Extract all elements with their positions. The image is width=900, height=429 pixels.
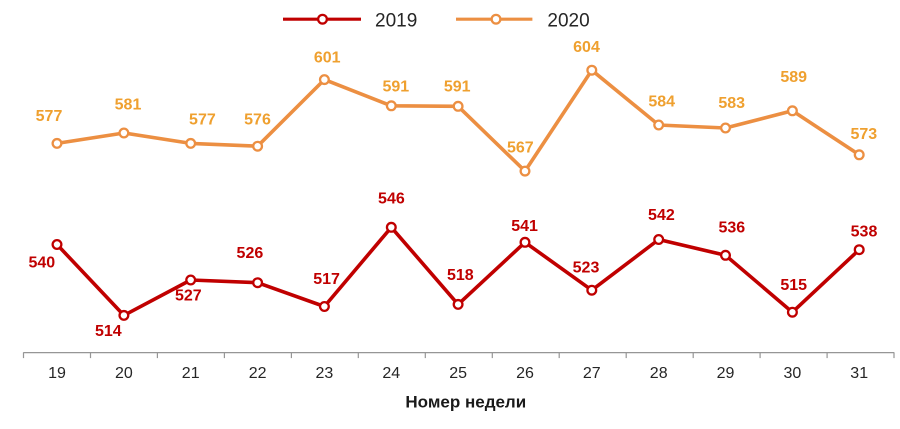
svg-text:30: 30 [784, 365, 802, 382]
svg-text:25: 25 [449, 365, 467, 382]
svg-text:24: 24 [382, 365, 400, 382]
svg-text:523: 523 [573, 260, 600, 277]
svg-text:527: 527 [175, 287, 202, 304]
svg-text:577: 577 [189, 112, 216, 129]
svg-text:573: 573 [850, 126, 877, 143]
svg-text:546: 546 [378, 191, 405, 208]
svg-text:Номер недели: Номер недели [405, 393, 526, 412]
svg-text:536: 536 [718, 219, 745, 236]
svg-text:583: 583 [718, 95, 745, 112]
svg-text:591: 591 [444, 79, 471, 96]
svg-text:591: 591 [382, 79, 409, 96]
svg-text:2020: 2020 [547, 10, 589, 31]
svg-text:27: 27 [583, 365, 601, 382]
svg-text:29: 29 [717, 365, 735, 382]
svg-text:518: 518 [447, 267, 474, 284]
svg-text:526: 526 [237, 245, 264, 262]
svg-text:542: 542 [648, 207, 675, 224]
svg-text:517: 517 [313, 271, 340, 288]
svg-text:538: 538 [851, 224, 878, 241]
svg-text:601: 601 [314, 50, 341, 67]
svg-text:577: 577 [36, 108, 63, 125]
svg-text:567: 567 [507, 139, 534, 156]
svg-text:31: 31 [850, 365, 868, 382]
svg-text:28: 28 [650, 365, 668, 382]
svg-text:22: 22 [249, 365, 267, 382]
svg-text:19: 19 [48, 365, 66, 382]
svg-text:576: 576 [244, 112, 271, 129]
svg-text:23: 23 [316, 365, 334, 382]
svg-text:604: 604 [573, 39, 600, 56]
svg-text:514: 514 [95, 323, 122, 340]
svg-text:515: 515 [780, 277, 807, 294]
svg-text:21: 21 [182, 365, 200, 382]
svg-text:589: 589 [780, 69, 807, 86]
svg-text:20: 20 [115, 365, 133, 382]
svg-text:584: 584 [648, 94, 675, 111]
svg-text:540: 540 [28, 255, 55, 272]
svg-text:581: 581 [115, 97, 142, 114]
svg-text:2019: 2019 [375, 10, 417, 31]
svg-text:541: 541 [511, 218, 538, 235]
svg-text:26: 26 [516, 365, 534, 382]
